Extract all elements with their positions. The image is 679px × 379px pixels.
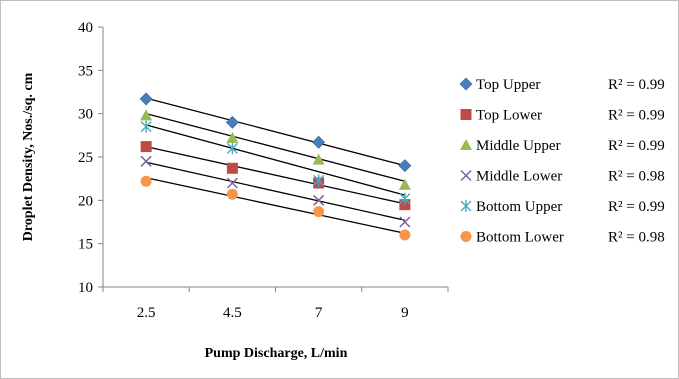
- trendline: [145, 97, 406, 167]
- x-tick-label: 7: [315, 305, 323, 321]
- data-point: [460, 169, 472, 182]
- data-point: [460, 139, 472, 150]
- r-squared-label: R² = 0.98: [608, 169, 665, 185]
- asterisk-marker: [313, 174, 325, 187]
- triangle-marker: [312, 153, 325, 165]
- square-marker: [226, 162, 238, 174]
- triangle-marker: [398, 178, 411, 190]
- data-point: [399, 192, 411, 205]
- trendline: [145, 113, 406, 182]
- data-point: [140, 175, 152, 187]
- diamond-marker: [398, 159, 412, 173]
- axes: [102, 27, 448, 288]
- data-point: [312, 135, 326, 149]
- triangle-marker: [460, 139, 472, 150]
- data-point: [460, 200, 472, 212]
- data-point: [140, 120, 152, 133]
- data-point: [139, 92, 153, 106]
- data-point: [226, 162, 238, 174]
- triangle-marker: [140, 109, 153, 121]
- circle-marker: [140, 175, 152, 187]
- trendline: [145, 161, 406, 221]
- y-tick-label: 20: [78, 193, 93, 209]
- square-marker: [399, 199, 411, 211]
- y-axis-title: Droplet Density, Nos./sq. cm: [21, 72, 36, 241]
- diamond-marker: [139, 92, 153, 106]
- diamond-marker: [459, 77, 473, 91]
- square-marker: [460, 109, 472, 120]
- data-point: [460, 231, 472, 242]
- legend-label: Bottom Upper: [476, 199, 562, 215]
- legend-label: Middle Upper: [476, 138, 561, 154]
- asterisk-marker: [399, 192, 411, 205]
- data-point: [140, 109, 153, 121]
- trendline: [145, 124, 406, 196]
- data-point: [459, 77, 473, 91]
- asterisk-marker: [226, 142, 238, 155]
- y-tick-label: 10: [78, 280, 93, 296]
- data-point: [226, 142, 238, 155]
- data-point: [313, 174, 325, 187]
- legend: Top Upper R² = 0.99 Top Lower R² = 0.99 Midd…: [459, 77, 665, 246]
- x-marker: [226, 177, 238, 189]
- r-squared-label: R² = 0.99: [608, 199, 665, 215]
- square-marker: [140, 141, 152, 153]
- asterisk-marker: [460, 200, 472, 212]
- data-point: [312, 153, 325, 165]
- data-point: [460, 109, 472, 120]
- data-point: [313, 194, 325, 206]
- triangle-marker: [226, 131, 239, 143]
- asterisk-marker: [140, 120, 152, 133]
- x-tick-label: 9: [401, 305, 409, 321]
- data-point: [399, 216, 411, 228]
- data-point: [313, 206, 325, 218]
- diamond-marker: [225, 115, 239, 129]
- legend-label: Bottom Lower: [476, 230, 564, 246]
- r-squared-label: R² = 0.99: [608, 108, 665, 124]
- trendlines: [145, 97, 406, 234]
- trendline: [145, 145, 406, 205]
- data-point: [399, 199, 411, 211]
- data-point: [398, 178, 411, 190]
- x-tick-label: 4.5: [223, 305, 242, 321]
- r-squared-label: R² = 0.98: [608, 230, 665, 246]
- y-tick-label: 30: [78, 107, 93, 123]
- data-point: [398, 159, 412, 173]
- data-point: [225, 115, 239, 129]
- y-tick-label: 40: [78, 20, 93, 36]
- data-points: [139, 92, 412, 241]
- data-point: [226, 131, 239, 143]
- legend-label: Middle Lower: [476, 169, 562, 185]
- r-squared-label: R² = 0.99: [608, 77, 665, 93]
- circle-marker: [313, 206, 325, 218]
- data-point: [399, 229, 411, 241]
- circle-marker: [226, 188, 238, 200]
- x-axis-title: Pump Discharge, L/min: [205, 346, 348, 361]
- x-ticks: 2.5 4.5 7 9: [102, 287, 449, 321]
- circle-marker: [460, 231, 472, 242]
- y-tick-label: 15: [78, 237, 93, 253]
- x-tick-label: 2.5: [137, 305, 156, 321]
- data-point: [140, 141, 152, 153]
- trendline: [145, 177, 406, 234]
- data-point: [140, 155, 152, 167]
- legend-label: Top Upper: [476, 77, 540, 93]
- x-marker: [460, 169, 472, 182]
- data-point: [226, 188, 238, 200]
- y-tick-label: 35: [78, 63, 93, 79]
- r-squared-label: R² = 0.99: [608, 138, 665, 154]
- circle-marker: [399, 229, 411, 241]
- x-marker: [140, 155, 152, 167]
- data-point: [226, 177, 238, 189]
- y-tick-label: 25: [78, 150, 93, 166]
- x-marker: [313, 194, 325, 206]
- legend-label: Top Lower: [476, 108, 542, 124]
- diamond-marker: [312, 135, 326, 149]
- x-marker: [399, 216, 411, 228]
- y-ticks: 10 15 20 25 30 35 40: [78, 20, 103, 296]
